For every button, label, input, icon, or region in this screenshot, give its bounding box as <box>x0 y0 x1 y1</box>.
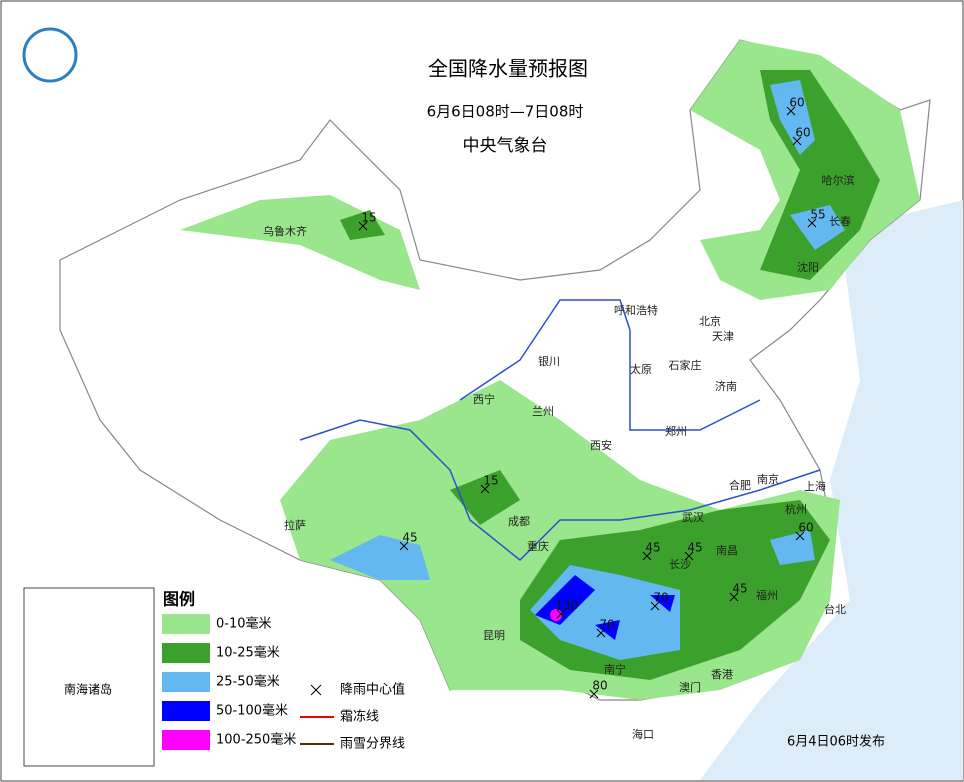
legend-label: 0-10毫米 <box>216 616 272 632</box>
center-mark <box>480 484 490 494</box>
city-label: 太原 <box>630 363 652 376</box>
city-label: 沈阳 <box>797 260 819 274</box>
city-label: 西安 <box>590 438 612 452</box>
city-label: 银川 <box>538 354 560 368</box>
center-value: 45 <box>402 531 417 545</box>
legend-title: 图例 <box>163 590 195 609</box>
city-label: 哈尔滨 <box>822 173 855 187</box>
legend-symbol-label: 霜冻线 <box>340 709 379 725</box>
city-label: 福州 <box>756 588 778 602</box>
area-very-heavy <box>535 575 675 640</box>
legend-swatch <box>162 614 210 634</box>
city-label: 呼和浩特 <box>614 303 658 317</box>
center-value: 15 <box>483 474 498 488</box>
center-value: 60 <box>795 126 810 140</box>
legend-symbol-label: 降雨中心值 <box>340 682 405 698</box>
river <box>459 299 761 431</box>
center-value: 130 <box>556 599 579 613</box>
city-label: 海口 <box>632 727 654 741</box>
city-label: 成都 <box>508 515 530 528</box>
legend-swatch <box>162 672 210 692</box>
city-label: 西宁 <box>473 392 495 406</box>
area-heavy <box>770 80 845 250</box>
center-value: 60 <box>798 521 813 535</box>
center-value: 70 <box>653 591 668 605</box>
legend-symbol-label: 雨雪分界线 <box>340 737 405 752</box>
center-mark <box>684 551 694 561</box>
issuer: 中央气象台 <box>463 136 548 156</box>
city-label: 郑州 <box>665 424 687 438</box>
center-mark <box>807 218 817 228</box>
legend-swatch <box>162 730 210 750</box>
city-label: 长春 <box>829 215 851 228</box>
city-label: 南京 <box>757 472 779 486</box>
city-label: 兰州 <box>532 405 554 418</box>
legend-swatch <box>162 701 210 721</box>
center-mark <box>399 541 409 551</box>
legend-swatch <box>162 643 210 663</box>
center-mark <box>792 136 802 146</box>
center-value: 15 <box>361 211 376 225</box>
sea <box>700 200 963 780</box>
legend-label: 10-25毫米 <box>216 645 280 661</box>
title: 全国降水量预报图 <box>428 57 588 81</box>
river <box>299 419 821 562</box>
city-label: 北京 <box>699 314 721 328</box>
city-label: 石家庄 <box>669 358 702 372</box>
city-label: 澳门 <box>679 680 701 694</box>
inset <box>23 587 155 767</box>
city-label: 南宁 <box>604 662 626 676</box>
center-mark <box>589 689 599 699</box>
center-value: 45 <box>732 582 747 596</box>
city-label: 长沙 <box>669 558 691 571</box>
center-value: 55 <box>810 208 825 222</box>
center-value: 70 <box>599 618 614 632</box>
legend-label: 50-100毫米 <box>216 703 288 719</box>
center-mark <box>358 221 368 231</box>
center-mark <box>795 531 805 541</box>
city-label: 合肥 <box>729 478 751 492</box>
center-value: 45 <box>645 541 660 555</box>
city-label: 台北 <box>824 602 846 616</box>
period: 6月6日08时—7日08时 <box>427 103 584 121</box>
city-label: 乌鲁木齐 <box>263 224 307 238</box>
center-mark <box>596 628 606 638</box>
legend-label: 25-50毫米 <box>216 674 280 690</box>
legend: 图例 <box>163 590 195 609</box>
footer: 6月4日06时发布 <box>787 734 885 750</box>
center-mark <box>650 601 660 611</box>
city-label: 天津 <box>712 330 734 343</box>
area-mid <box>450 470 830 680</box>
center-symbol <box>310 684 322 696</box>
center-value: 80 <box>592 679 607 693</box>
city-label: 香港 <box>711 668 733 681</box>
city-label: 杭州 <box>785 502 807 516</box>
city-label: 济南 <box>715 379 737 393</box>
legend-label: 100-250毫米 <box>216 732 296 748</box>
center-value: 60 <box>789 96 804 110</box>
city-label: 南昌 <box>716 544 738 557</box>
center-mark <box>786 106 796 116</box>
city-label: 上海 <box>804 479 826 493</box>
precip-areas <box>180 40 920 700</box>
center-mark <box>642 551 652 561</box>
logo <box>22 27 78 83</box>
center-mark <box>556 609 566 619</box>
center-mark <box>729 592 739 602</box>
inset-label: 南海诸岛 <box>64 682 112 697</box>
city-label: 拉萨 <box>284 518 306 532</box>
city-label: 武汉 <box>682 511 704 524</box>
city-label: 昆明 <box>483 629 505 642</box>
city-label: 重庆 <box>527 539 549 553</box>
center-value: 45 <box>687 541 702 555</box>
